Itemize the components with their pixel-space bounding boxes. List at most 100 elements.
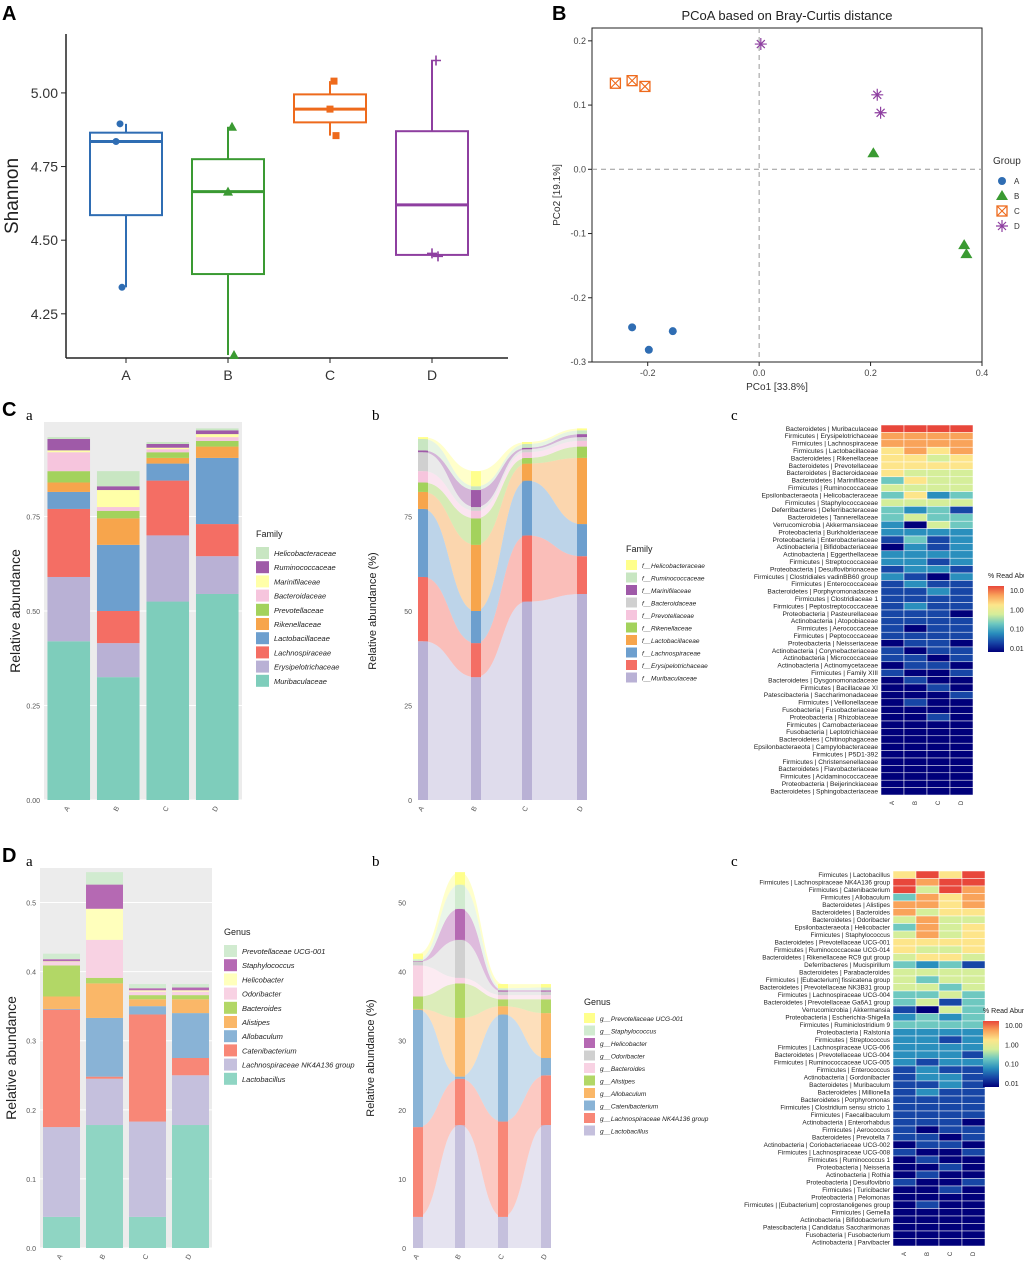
heatmap-cell: [938, 990, 963, 999]
heatmap-cell: [880, 498, 905, 507]
bar-segment: [96, 544, 140, 611]
marker-cross: [626, 75, 638, 87]
heatmap-cell: [903, 469, 928, 478]
column-segment: [413, 959, 423, 962]
heatmap-cell: [961, 1133, 986, 1142]
heatmap-row-label: Bacteroidetes | Tannerellaceae: [788, 515, 879, 522]
heatmap-cell: [880, 646, 905, 655]
heatmap-cell: [926, 728, 951, 737]
heatmap-cell: [915, 1215, 940, 1224]
heatmap-cell: [961, 1155, 986, 1164]
heatmap-cell: [938, 953, 963, 962]
heatmap-cell: [961, 1118, 986, 1127]
heatmap-row-label: Firmicutes | Ruminococcaceae UCG-005: [774, 1059, 890, 1066]
legend-swatch: [626, 610, 637, 620]
heatmap-cell: [903, 535, 928, 544]
heatmap-row-label: Firmicutes | Bacillaceae XI: [800, 685, 878, 692]
heatmap-cell: [949, 580, 974, 589]
heatmap-row-label: Bacteroidetes | Prevotellaceae Ga6A1 gro…: [764, 999, 891, 1006]
heatmap-row-label: Proteobacteria | Beijerinckiaceae: [782, 781, 879, 788]
heatmap-row-label: Firmicutes | Peptococcaceae: [793, 633, 878, 640]
heatmap-cell: [903, 639, 928, 648]
heatmap-cell: [926, 543, 951, 552]
legend-label: f__Marinifilaceae: [642, 588, 692, 595]
heatmap-cell: [880, 543, 905, 552]
bar-segment: [129, 1006, 166, 1015]
heatmap-cell: [903, 779, 928, 788]
column-segment: [577, 524, 587, 557]
column-segment: [418, 452, 428, 472]
heatmap-cell: [880, 535, 905, 544]
column-segment: [522, 463, 532, 481]
column-segment: [522, 601, 532, 800]
heatmap-row-label: Firmicutes | Clostridiales vadinBB60 gro…: [754, 574, 878, 581]
heatmap-cell: [926, 557, 951, 566]
color-scale-label: 0.01: [1010, 646, 1024, 653]
column-segment: [522, 457, 532, 464]
heatmap-cell: [915, 1073, 940, 1082]
x-tick-label: A: [63, 805, 72, 813]
heatmap-cell: [880, 779, 905, 788]
x-tick-label: C: [142, 1253, 151, 1261]
legend-label: Prevotellaceae: [274, 606, 324, 615]
heatmap-cell: [961, 1028, 986, 1037]
bar-segment: [86, 908, 123, 940]
legend-label: C: [1014, 207, 1020, 216]
legend-swatch: [224, 1058, 237, 1071]
column-segment: [413, 996, 423, 1009]
heatmap-cell: [915, 975, 940, 984]
heatmap-cell: [961, 1170, 986, 1179]
column-segment: [455, 983, 465, 1018]
heatmap-cell: [892, 1193, 917, 1202]
heatmap-cell: [915, 1028, 940, 1037]
area-band: [418, 1125, 546, 1248]
x-tick-label: C: [162, 805, 171, 813]
heatmap-cell: [949, 624, 974, 633]
bar-segment: [195, 428, 239, 431]
heatmap-cell: [926, 639, 951, 648]
heatmap-cell: [903, 683, 928, 692]
legend-label: Prevotellaceae UCG-001: [242, 947, 325, 956]
heatmap-cell: [915, 983, 940, 992]
heatmap-cell: [915, 998, 940, 1007]
heatmap-cell: [938, 1170, 963, 1179]
legend-marker-C: [996, 205, 1008, 217]
heatmap-cell: [892, 983, 917, 992]
heatmap-cell: [961, 1125, 986, 1134]
area-band: [418, 1006, 546, 1077]
heatmap-cell: [926, 498, 951, 507]
heatmap-cell: [903, 787, 928, 796]
heatmap-cell: [892, 1140, 917, 1149]
y-axis-title: Relative abundance (%): [365, 999, 377, 1116]
box-A: [89, 131, 163, 217]
heatmap-cell: [880, 617, 905, 626]
heatmap-cell: [880, 691, 905, 700]
legend-marker-B: [996, 190, 1008, 200]
heatmap-row-label: Bacteroidetes | Flavobacteriaceae: [778, 766, 878, 773]
heatmap-cell: [938, 1125, 963, 1134]
heatmap-cell: [892, 975, 917, 984]
heatmap-row-label: Proteobacteria | Pelomonas: [811, 1194, 890, 1201]
heatmap-row-label: Epsilonbacteraeota | Helicobacteraceae: [762, 492, 879, 499]
column-segment: [541, 1075, 551, 1126]
legend-title: Group: [993, 156, 1021, 167]
heatmap-row-label: Firmicutes | Lactobacillaceae: [793, 448, 878, 455]
heatmap-row-label: Bacteroidetes | Sphingobacteriaceae: [770, 788, 878, 795]
heatmap-cell: [880, 557, 905, 566]
column-segment: [522, 449, 532, 453]
y-tick-label: -0.1: [570, 229, 586, 239]
heatmap-row-label: Patescibacteria | Candidatus Saccharimon…: [763, 1224, 890, 1231]
heatmap-cell: [892, 1080, 917, 1089]
column-segment: [471, 643, 481, 678]
heatmap-row-label: Bacteroidetes | Bacteroidaceae: [786, 470, 878, 477]
y-tick-label: 5.00: [31, 85, 58, 101]
heatmap-cell: [926, 424, 951, 433]
heatmap-cell: [903, 617, 928, 626]
heatmap-cell: [938, 998, 963, 1007]
sub-label-c-a: a: [26, 408, 33, 424]
heatmap-cell: [915, 938, 940, 947]
heatmap-row-label: Deferribacteres | Deferribacteraceae: [771, 507, 878, 514]
legend-label: Lactobacillus: [242, 1075, 286, 1084]
legend-swatch: [256, 674, 269, 687]
